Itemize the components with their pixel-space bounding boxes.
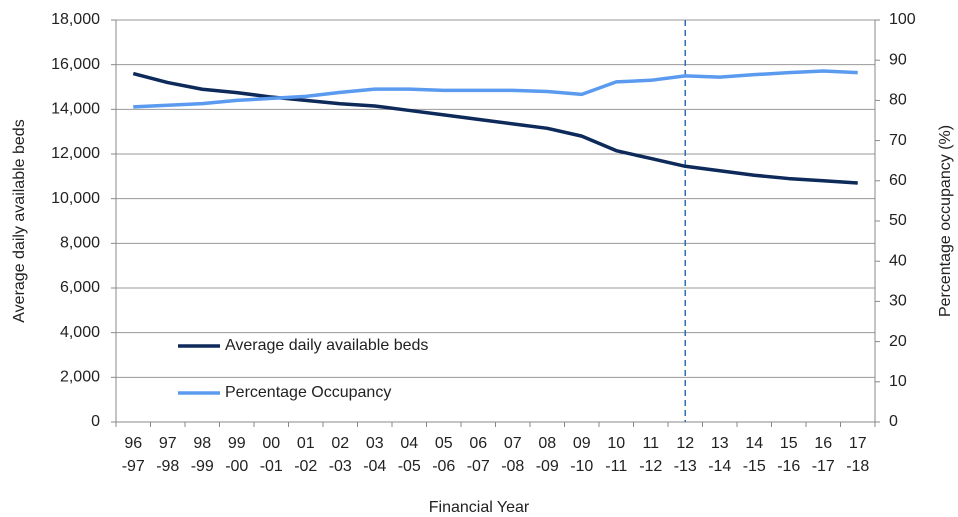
x-tick-label: -14	[708, 458, 731, 475]
x-axis-title: Financial Year	[429, 499, 530, 516]
x-tick-label: -15	[743, 458, 766, 475]
x-tick-label: 06	[469, 435, 487, 452]
y2-tick-label: 60	[889, 172, 907, 189]
y2-tick-label: 90	[889, 51, 907, 68]
x-tick-label: 10	[607, 435, 625, 452]
x-tick-label: -98	[156, 458, 179, 475]
x-tick-label: -08	[501, 458, 524, 475]
y2-tick-label: 10	[889, 373, 907, 390]
x-tick-label: 00	[262, 435, 280, 452]
x-tick-label: 05	[435, 435, 453, 452]
x-tick-label: 03	[366, 435, 384, 452]
y2-tick-label: 50	[889, 212, 907, 229]
x-tick-label: 96	[124, 435, 142, 452]
x-tick-label: -18	[846, 458, 869, 475]
x-tick-label: -02	[294, 458, 317, 475]
y-axis-title: Average daily available beds	[11, 119, 28, 322]
x-tick-label: -12	[639, 458, 662, 475]
x-tick-label: 16	[814, 435, 832, 452]
x-tick-label: -99	[191, 458, 214, 475]
x-tick-label: -11	[605, 458, 627, 475]
x-tick-label: -06	[432, 458, 455, 475]
x-tick-label: 07	[504, 435, 522, 452]
x-tick-label: -01	[260, 458, 283, 475]
x-tick-label: -16	[777, 458, 800, 475]
y-tick-label: 14,000	[51, 101, 100, 118]
x-tick-label: 15	[780, 435, 798, 452]
x-tick-label: 09	[573, 435, 591, 452]
x-tick-label: 11	[642, 435, 659, 452]
x-tick-label: 14	[745, 435, 763, 452]
y-tick-label: 0	[91, 413, 100, 430]
x-tick-label: 02	[331, 435, 349, 452]
y2-tick-label: 40	[889, 252, 907, 269]
x-tick-label: 17	[849, 435, 867, 452]
x-tick-label: 04	[400, 435, 418, 452]
legend-label: Percentage Occupancy	[225, 384, 391, 401]
data-line	[133, 69, 858, 109]
y2-tick-label: 70	[889, 132, 907, 149]
y-tick-label: 12,000	[51, 145, 100, 162]
y-tick-label: 4,000	[60, 324, 100, 341]
y-tick-label: 2,000	[60, 369, 100, 386]
data-line	[132, 71, 858, 185]
x-tick-label: -10	[570, 458, 593, 475]
x-tick-label: -04	[363, 458, 386, 475]
y-tick-label: 8,000	[60, 235, 100, 252]
x-tick-label: -07	[467, 458, 490, 475]
x-tick-label: 12	[676, 435, 694, 452]
x-tick-label: 97	[159, 435, 177, 452]
y2-tick-label: 20	[889, 333, 907, 350]
y2-tick-label: 80	[889, 92, 907, 109]
y2-tick-label: 100	[889, 11, 916, 28]
x-tick-label: 13	[711, 435, 729, 452]
y-tick-label: 16,000	[51, 56, 100, 73]
x-tick-label: 01	[297, 435, 315, 452]
x-tick-label: 99	[228, 435, 246, 452]
y2-tick-label: 30	[889, 293, 907, 310]
y2-tick-label: 0	[889, 413, 898, 430]
y-tick-label: 10,000	[51, 190, 100, 207]
y-tick-label: 18,000	[51, 11, 100, 28]
x-tick-label: -00	[225, 458, 248, 475]
x-tick-label: 08	[538, 435, 556, 452]
x-tick-label: -13	[674, 458, 697, 475]
x-tick-label: -09	[536, 458, 559, 475]
x-tick-label: -17	[812, 458, 835, 475]
y-tick-label: 6,000	[60, 279, 100, 296]
x-tick-label: -05	[398, 458, 421, 475]
x-tick-label: 98	[193, 435, 211, 452]
y2-axis-title: Percentage occupancy (%)	[937, 125, 954, 317]
x-tick-label: -97	[122, 458, 145, 475]
legend-label: Average daily available beds	[225, 337, 428, 354]
x-tick-label: -03	[329, 458, 352, 475]
